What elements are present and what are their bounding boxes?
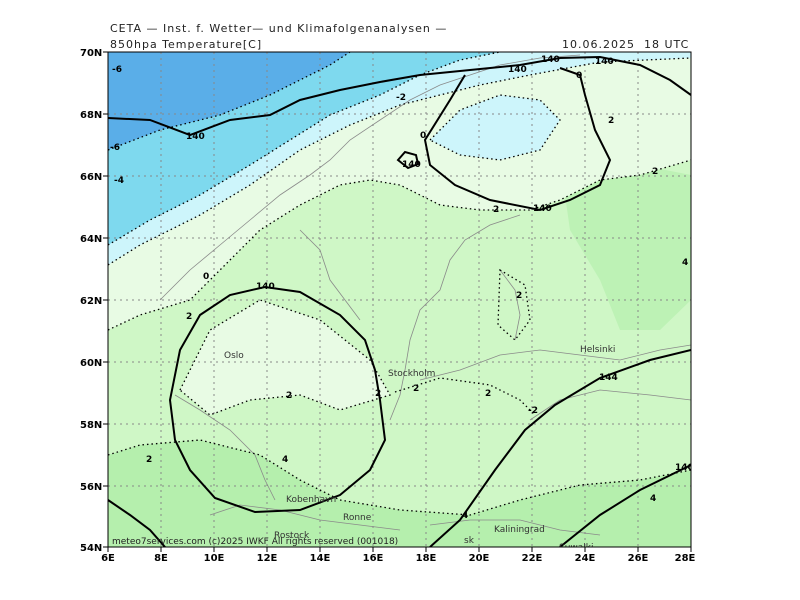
lat-label: 58N	[80, 420, 102, 431]
isotherm-label-4-b: 4	[282, 455, 288, 465]
lon-label: 24E	[575, 553, 596, 564]
lat-label: 60N	[80, 358, 102, 369]
isotherm-label-4-d: 4	[650, 494, 656, 504]
height-label-4: 140	[595, 57, 614, 67]
isotherm-label-minus6-b: -6	[110, 143, 120, 153]
temp-zone-minus6	[108, 52, 350, 150]
tick-marks	[103, 51, 692, 552]
city-stockholm: Stockholm	[388, 369, 435, 379]
isotherm-label-2-a: 2	[608, 116, 614, 126]
map-datetime: 10.06.2025 18 UTC	[562, 38, 690, 51]
lat-label: 56N	[80, 482, 102, 493]
lon-label: 10E	[204, 553, 225, 564]
isotherm-label-0-c: 0	[203, 272, 209, 282]
isotherms	[108, 52, 691, 516]
isotherm-label-2-c: 2	[493, 205, 499, 215]
height-label-5: 140	[402, 160, 421, 170]
height-label-6: 140	[533, 204, 552, 214]
map-title: 850hpa Temperature[C]	[110, 38, 263, 51]
isotherm-label-2-d: 2	[186, 312, 192, 322]
isotherm-label-minus6-a: -6	[112, 65, 122, 75]
city-kaliningrad: Kaliningrad	[494, 525, 545, 535]
height-label-8: 144	[599, 373, 618, 383]
isotherm-label-0-a: 0	[576, 71, 582, 81]
map-plot-area: -6 -6 -4 -2 0 0 0 2 2 2 2 2 2 2 2 2 2 -2…	[108, 52, 694, 553]
isotherm-label-2-e: 2	[516, 291, 522, 301]
height-label-3: 140	[541, 55, 560, 65]
lat-label: 66N	[80, 172, 102, 183]
height-label-1: 140	[186, 132, 205, 142]
isotherm-label-2-g: 2	[375, 389, 381, 399]
isotherm-label-2-j: 2	[146, 455, 152, 465]
lat-label: 62N	[80, 296, 102, 307]
lon-label: 12E	[257, 553, 278, 564]
lat-label: 70N	[80, 48, 102, 59]
height-label-9: 140	[675, 463, 694, 473]
isotherm-label-2-h: 2	[413, 384, 419, 394]
city-rostock: Rostock	[274, 531, 310, 541]
city-ronne: Ronne	[343, 513, 372, 523]
height-label-2: 140	[508, 65, 527, 75]
city-gdansk: sk	[464, 536, 475, 546]
lon-label: 28E	[675, 553, 696, 564]
city-suwalki: Suwalki	[559, 543, 594, 553]
height-label-7: 140	[256, 282, 275, 292]
lon-label: 26E	[628, 553, 649, 564]
isotherm-label-minus4: -4	[114, 176, 124, 186]
isotherm-label-4-c: 4	[462, 511, 468, 521]
isotherm-label-4-a: 4	[682, 258, 688, 268]
header-source: CETA — Inst. f. Wetter— und Klimafolgena…	[110, 22, 448, 35]
lon-label: 8E	[154, 553, 168, 564]
latitude-labels: 70N 68N 66N 64N 62N 60N 58N 56N 54N	[80, 48, 102, 554]
lon-label: 6E	[101, 553, 115, 564]
height-contours	[108, 55, 691, 547]
lon-label: 22E	[522, 553, 543, 564]
lat-label: 64N	[80, 234, 102, 245]
isotherm-label-2-b: 2	[652, 167, 658, 177]
isotherm-label-minus2-a: -2	[396, 93, 406, 103]
isotherm-label-2-f: 2	[286, 391, 292, 401]
city-kobenhavn: Kobenhavn	[286, 495, 336, 505]
lat-label: 54N	[80, 543, 102, 554]
lon-label: 20E	[469, 553, 490, 564]
city-oslo: Oslo	[224, 351, 244, 361]
credit-line: meteo7services.com (c)2025 IWKF All righ…	[112, 537, 398, 547]
isotherm-label-2-k: -2	[528, 406, 538, 416]
lon-label: 18E	[416, 553, 437, 564]
isotherm-label-0-b: 0	[420, 131, 426, 141]
isotherm-label-2-i: 2	[485, 389, 491, 399]
lon-label: 16E	[363, 553, 384, 564]
lon-label: 14E	[310, 553, 331, 564]
longitude-labels: 6E 8E 10E 12E 14E 16E 18E 20E 22E 24E 26…	[101, 553, 695, 564]
temp-zone-plus4	[108, 440, 691, 547]
lat-label: 68N	[80, 110, 102, 121]
city-helsinki: Helsinki	[580, 345, 615, 355]
